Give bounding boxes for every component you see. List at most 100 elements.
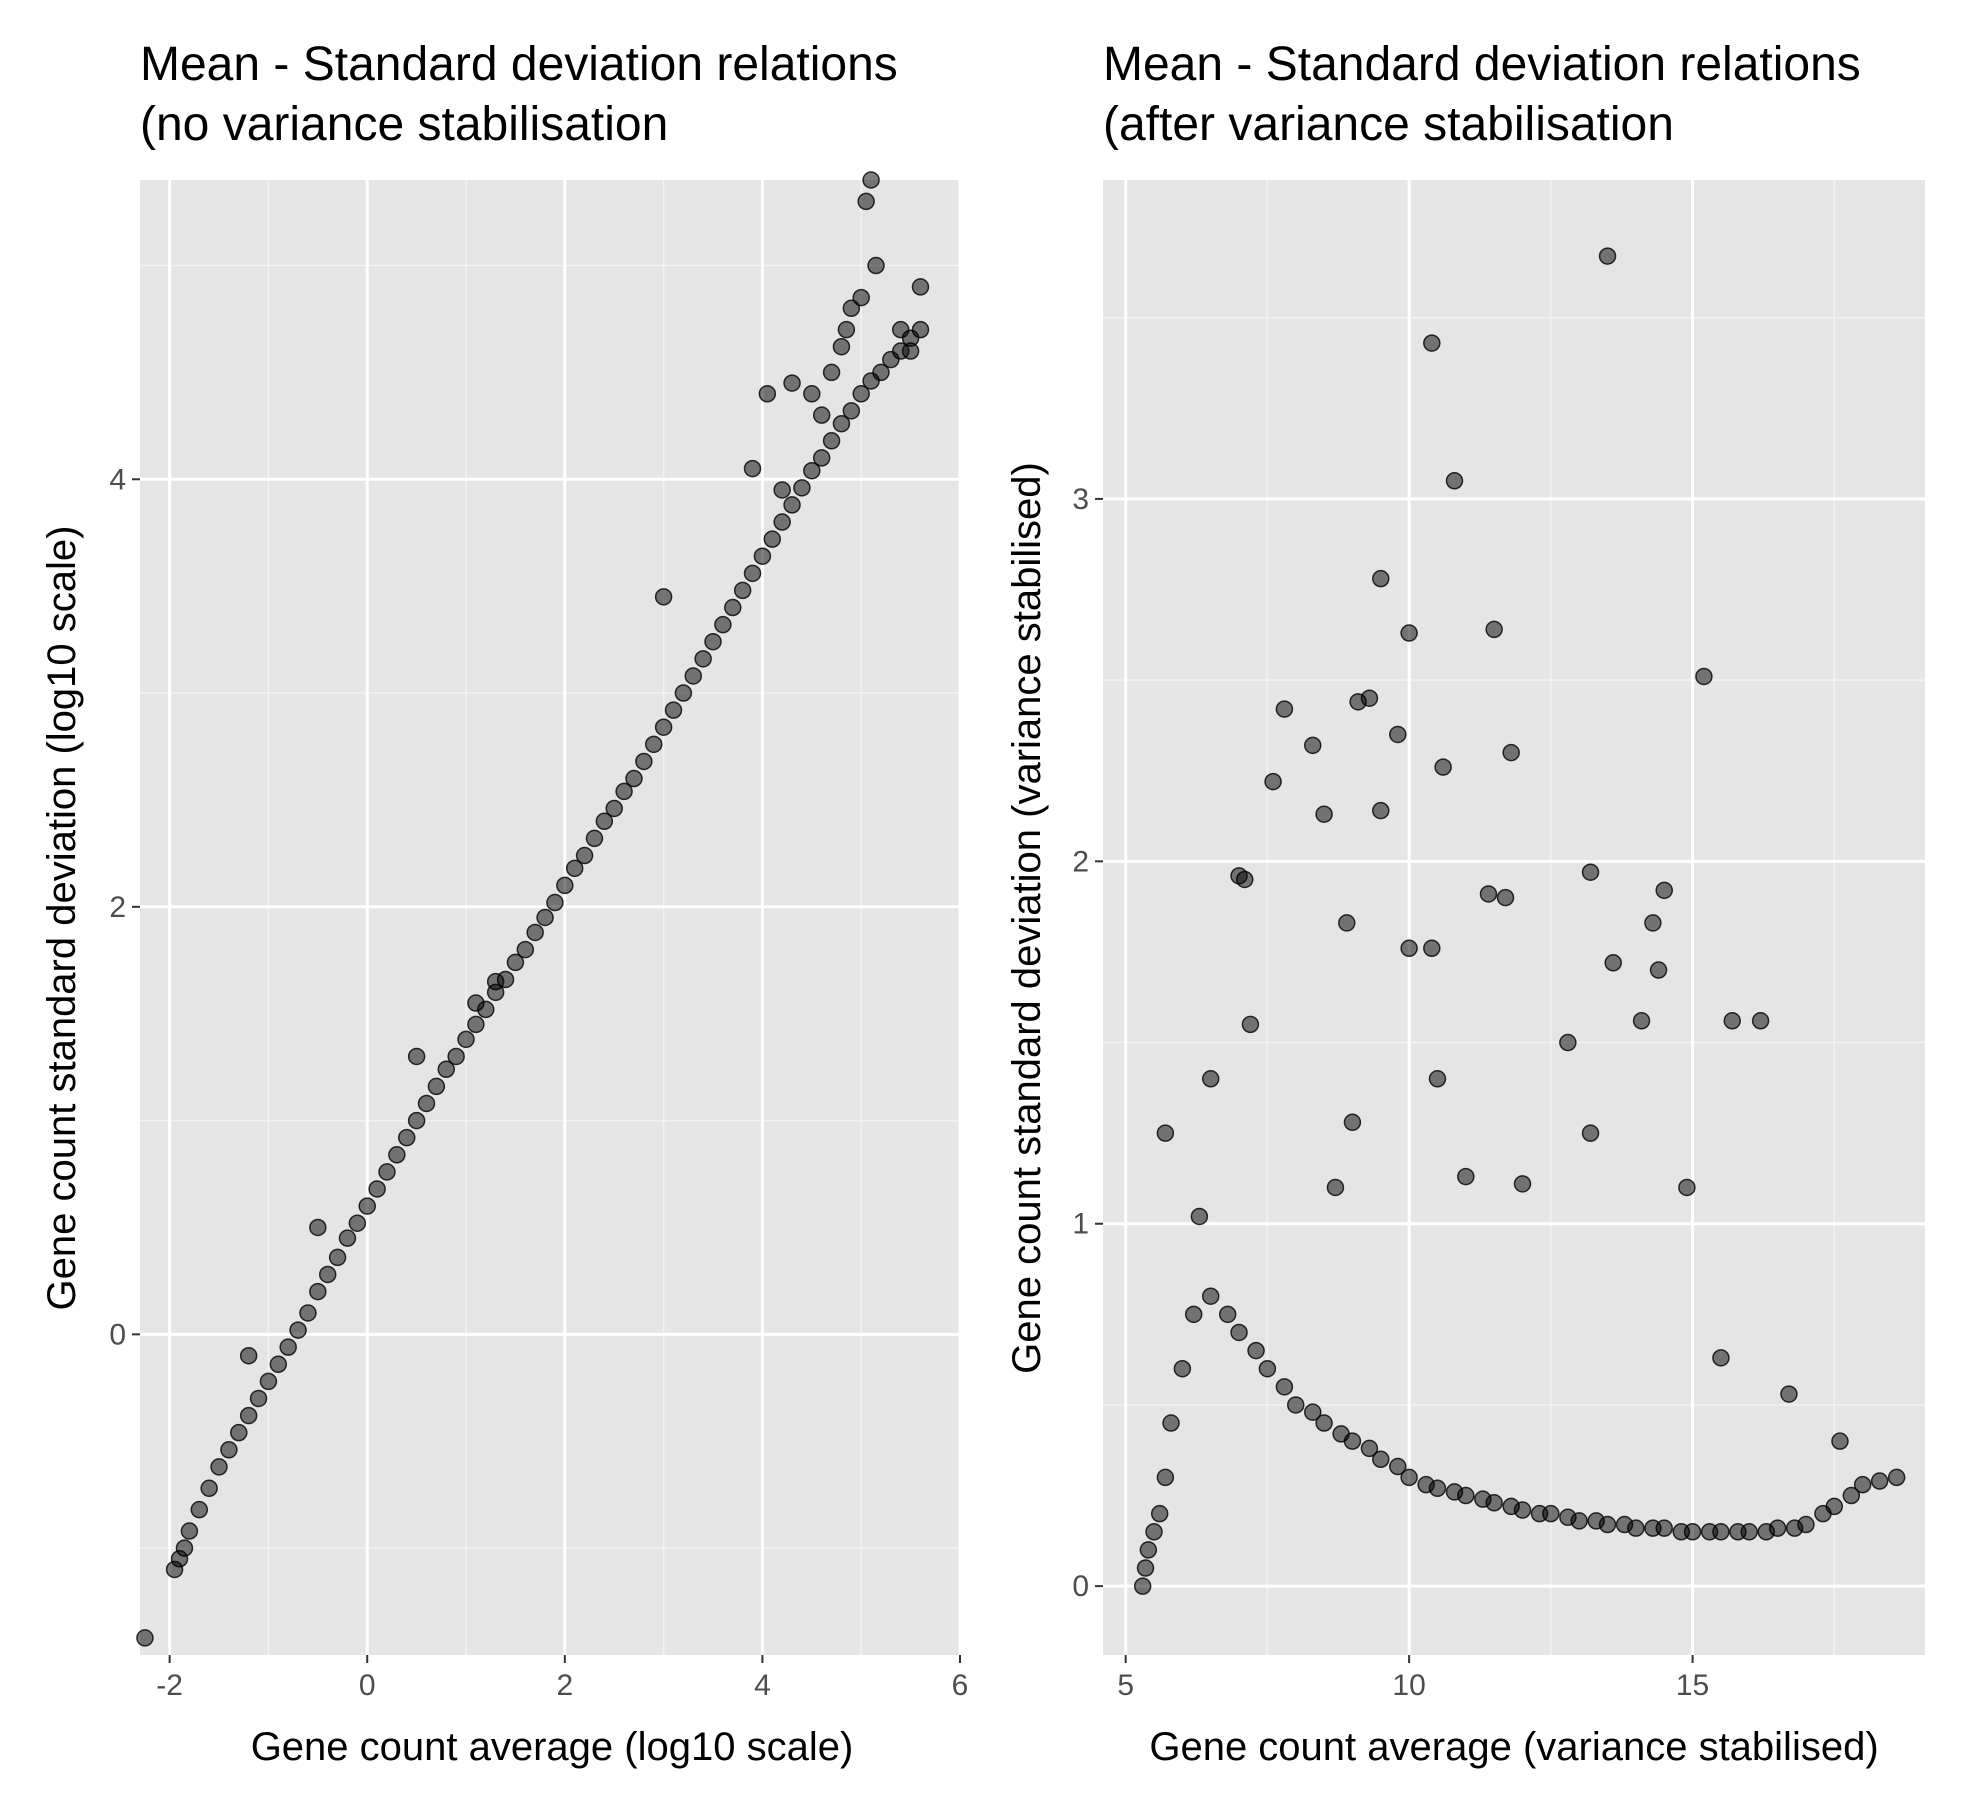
data-point <box>397 1128 416 1147</box>
data-point <box>1162 1414 1180 1432</box>
data-point <box>842 402 861 420</box>
data-point <box>239 1406 258 1425</box>
data-point <box>1780 1385 1798 1403</box>
data-point <box>783 374 801 392</box>
data-point <box>822 432 841 450</box>
data-point <box>299 1304 317 1322</box>
right-x-ticks: 5 10 15 <box>1117 1655 1709 1702</box>
data-point <box>220 1441 238 1459</box>
x-tick-label: 0 <box>359 1669 376 1702</box>
data-point <box>180 1522 199 1540</box>
data-point <box>457 1030 475 1049</box>
x-tick-label: 5 <box>1117 1669 1134 1702</box>
data-point <box>1842 1486 1861 1505</box>
data-point <box>1740 1523 1759 1541</box>
data-point <box>328 1248 347 1267</box>
right-plot-panel <box>1103 180 1925 1655</box>
data-point <box>1457 1167 1475 1186</box>
data-point <box>1136 1559 1155 1577</box>
y-tick-label: 1 <box>1072 1208 1089 1241</box>
data-point <box>1235 870 1254 889</box>
data-point <box>595 812 614 831</box>
data-point <box>1649 961 1668 979</box>
data-point <box>447 1047 465 1066</box>
data-point <box>210 1458 228 1476</box>
data-point <box>1315 805 1333 823</box>
data-point <box>1343 1113 1362 1132</box>
data-point <box>1423 334 1441 352</box>
data-point <box>793 479 811 497</box>
data-point <box>417 1094 436 1113</box>
data-point <box>546 893 564 912</box>
data-point <box>832 414 851 433</box>
data-point <box>1338 914 1356 932</box>
right-gridlines <box>1103 180 1925 1655</box>
data-point <box>358 1197 376 1215</box>
data-point <box>1201 1070 1220 1088</box>
data-point <box>1479 885 1498 903</box>
x-tick-label: 10 <box>1392 1669 1425 1702</box>
data-point <box>911 320 930 339</box>
data-point <box>556 876 574 895</box>
data-point <box>368 1180 386 1198</box>
data-point <box>852 385 870 403</box>
left-subtitle: (no variance stabilisation <box>140 98 668 151</box>
data-point <box>803 461 821 480</box>
data-point <box>1797 1515 1815 1534</box>
data-point <box>644 735 663 754</box>
data-point <box>1326 1178 1345 1197</box>
x-tick-label: 4 <box>754 1669 771 1702</box>
left-x-ticks: -2 0 2 4 6 <box>156 1655 968 1702</box>
data-point <box>867 256 885 275</box>
data-point <box>1570 1512 1588 1530</box>
data-point <box>704 632 722 651</box>
right-y-axis-label: Gene count standard deviation (variance … <box>1005 462 1049 1374</box>
data-point <box>773 481 791 499</box>
data-point <box>1712 1349 1730 1367</box>
data-point <box>136 1629 154 1647</box>
data-point <box>1445 472 1464 490</box>
data-point <box>1751 1012 1770 1030</box>
data-point <box>852 288 870 307</box>
data-point <box>743 564 762 583</box>
data-point <box>812 449 831 467</box>
data-point <box>516 940 535 959</box>
y-tick-label: 4 <box>109 463 126 496</box>
data-point <box>773 513 791 531</box>
data-point <box>1457 1486 1475 1505</box>
data-point <box>1428 1479 1447 1498</box>
data-point <box>1400 624 1418 642</box>
data-point <box>758 385 777 403</box>
data-point <box>1887 1468 1906 1487</box>
data-point <box>664 701 683 719</box>
data-point <box>249 1389 268 1408</box>
data-point <box>763 530 782 548</box>
y-tick-label: 0 <box>1072 1570 1089 1603</box>
y-tick-label: 3 <box>1072 483 1089 516</box>
y-tick-label: 2 <box>1072 845 1089 878</box>
data-point <box>526 923 544 942</box>
data-point <box>1241 1015 1260 1034</box>
data-point <box>536 908 554 927</box>
data-point <box>654 718 673 736</box>
data-point <box>1428 1070 1447 1088</box>
left-title: Mean - Standard deviation relations <box>140 38 898 91</box>
data-point <box>1389 725 1407 744</box>
data-point <box>1598 1515 1617 1534</box>
data-point <box>1184 1305 1203 1324</box>
data-point <box>1542 1504 1560 1523</box>
data-point <box>615 782 633 801</box>
right-title: Mean - Standard deviation relations <box>1103 38 1861 91</box>
data-point <box>190 1500 209 1519</box>
data-point <box>714 615 732 634</box>
data-point <box>309 1218 327 1237</box>
left-x-axis-label: Gene count average (log10 scale) <box>251 1725 854 1769</box>
data-point <box>407 1047 426 1066</box>
data-point <box>388 1146 406 1164</box>
left-gridlines <box>140 180 962 1655</box>
data-point <box>625 769 643 788</box>
x-tick-label: 15 <box>1676 1669 1709 1702</box>
data-point <box>1372 569 1390 588</box>
data-point <box>1139 1541 1158 1559</box>
